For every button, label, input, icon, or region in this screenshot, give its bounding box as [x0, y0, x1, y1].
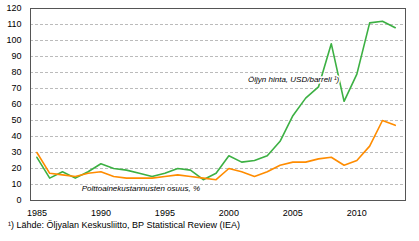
svg-text:10: 10 [11, 179, 21, 189]
svg-text:1995: 1995 [155, 208, 175, 218]
svg-text:60: 60 [11, 99, 21, 109]
svg-text:20: 20 [11, 163, 21, 173]
svg-text:1990: 1990 [91, 208, 111, 218]
svg-text:30: 30 [11, 147, 21, 157]
svg-text:90: 90 [11, 51, 21, 61]
svg-text:Polttoainekustannusten osuus,: Polttoainekustannusten osuus, % [82, 184, 200, 193]
svg-text:110: 110 [7, 19, 21, 29]
svg-text:50: 50 [11, 115, 21, 125]
svg-text:70: 70 [11, 83, 21, 93]
svg-text:40: 40 [11, 131, 21, 141]
svg-text:120: 120 [6, 3, 21, 13]
svg-text:80: 80 [11, 67, 21, 77]
svg-text:2000: 2000 [219, 208, 239, 218]
svg-text:2005: 2005 [283, 208, 303, 218]
svg-text:100: 100 [6, 35, 21, 45]
svg-text:2010: 2010 [347, 208, 367, 218]
html-text:¹) Lähde: Öljyalan Keskusliitt: ¹) Lähde: Öljyalan Keskusliitto, BP Stat… [8, 220, 240, 230]
svg-text:1985: 1985 [27, 208, 47, 218]
svg-text:Öljyn hinta, USD/barreli ¹): Öljyn hinta, USD/barreli ¹) [248, 75, 339, 84]
svg-text:0: 0 [16, 195, 21, 205]
